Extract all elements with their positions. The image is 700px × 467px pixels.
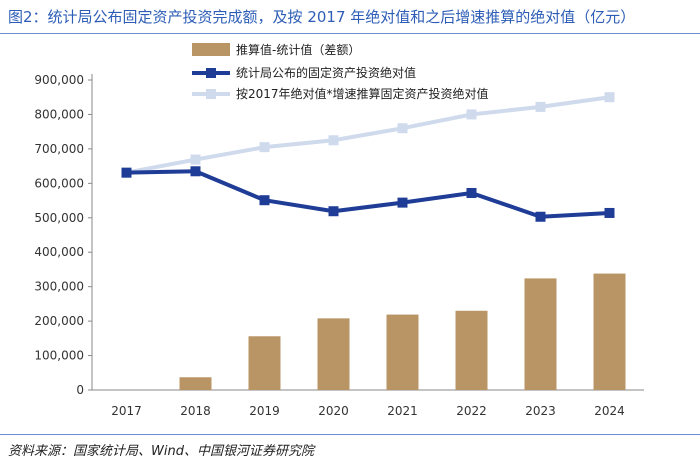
bar [179, 377, 212, 390]
estimated-point [190, 154, 201, 165]
y-tick-label: 600,000 [34, 176, 84, 190]
official-point [190, 166, 201, 177]
x-tick-label: 2021 [387, 404, 418, 418]
official-point [121, 167, 132, 178]
x-tick-label: 2019 [249, 404, 280, 418]
legend-swatch-official-marker [206, 68, 216, 78]
bar [593, 273, 626, 390]
y-tick-label: 0 [76, 383, 84, 397]
estimated-point [397, 123, 408, 134]
legend-swatch-bar [192, 43, 230, 56]
estimated-point [259, 142, 270, 153]
y-tick-label: 200,000 [34, 314, 84, 328]
legend-label-estimated: 按2017年绝对值*增速推算固定资产投资绝对值 [236, 86, 489, 101]
official-point [259, 195, 270, 206]
x-tick-label: 2022 [456, 404, 487, 418]
legend: 推算值-统计值（差额） 统计局公布的固定资产投资绝对值按2017年绝对值*增速推算… [192, 42, 489, 101]
y-tick-label: 800,000 [34, 107, 84, 121]
x-tick-label: 2020 [318, 404, 349, 418]
y-tick-label: 400,000 [34, 245, 84, 259]
official-point [535, 211, 546, 222]
x-tick-label: 2018 [180, 404, 211, 418]
estimated-point [535, 101, 546, 112]
official-point [604, 207, 615, 218]
line-series [121, 92, 615, 222]
official-point [466, 187, 477, 198]
bar [455, 310, 488, 390]
y-tick-label: 500,000 [34, 211, 84, 225]
bar-series [179, 273, 626, 390]
bar [386, 314, 419, 390]
x-tick-label: 2017 [111, 404, 142, 418]
estimated-point [328, 135, 339, 146]
chart-title: 图2：统计局公布固定资产投资完成额，及按 2017 年绝对值和之后增速推算的绝对… [8, 8, 636, 26]
x-tick-label: 2024 [594, 404, 625, 418]
official-point [397, 197, 408, 208]
legend-swatch-estimated-marker [206, 89, 216, 99]
axes: 0 100,000 200,000 300,000 400,000 500,000 600,… [34, 73, 644, 418]
source-note: 资料来源：国家统计局、Wind、中国银河证券研究院 [8, 444, 314, 459]
estimated-point [604, 92, 615, 103]
x-tick-label: 2023 [525, 404, 556, 418]
official-point [328, 206, 339, 217]
y-tick-label: 900,000 [34, 73, 84, 87]
estimated-line [126, 95, 610, 175]
estimated-point [466, 109, 477, 120]
source-divider [0, 434, 700, 435]
y-tick-label: 300,000 [34, 280, 84, 294]
title-divider [0, 33, 700, 34]
y-tick-label: 100,000 [34, 349, 84, 363]
bar [524, 278, 557, 390]
bar [248, 336, 281, 390]
y-tick-label: 700,000 [34, 142, 84, 156]
official-line [126, 169, 610, 219]
legend-label-bar: 推算值-统计值（差额） [236, 42, 360, 57]
bar [317, 318, 350, 390]
legend-label-official: 统计局公布的固定资产投资绝对值 [236, 65, 416, 80]
